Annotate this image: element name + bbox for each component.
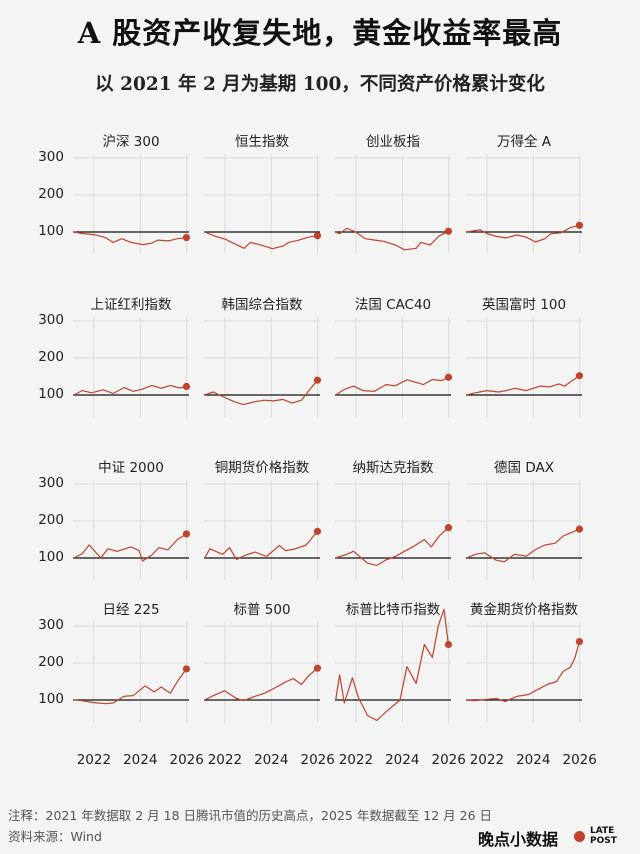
series-line xyxy=(466,641,580,703)
end-point xyxy=(182,665,191,673)
x-tick-label: 2024 xyxy=(385,752,420,768)
x-tick-label: 2026 xyxy=(431,752,466,768)
end-point xyxy=(444,640,453,649)
x-tick-label: 2022 xyxy=(207,752,243,768)
end-point xyxy=(182,233,191,242)
y-tick-label: 200 xyxy=(38,349,64,365)
panel-title: 上证红利指数 xyxy=(90,297,172,313)
y-tick-label: 300 xyxy=(38,312,64,328)
chart-title: A 股资产收复失地，黄金收益率最高 xyxy=(77,16,563,50)
series-line xyxy=(335,608,449,722)
series-line xyxy=(73,533,187,562)
brand-name: 晚点小数据 xyxy=(478,830,559,849)
panel-title: 日经 225 xyxy=(102,602,160,618)
y-tick-label: 100 xyxy=(38,691,64,707)
y-tick-label: 300 xyxy=(38,149,64,165)
y-tick-label: 300 xyxy=(38,475,64,491)
logo-dot-icon xyxy=(574,831,585,842)
series-line xyxy=(466,528,580,563)
x-tick-label: 2024 xyxy=(254,752,289,768)
panel-title: 中证 2000 xyxy=(98,460,164,476)
panel-title: 万得全 A xyxy=(496,134,552,150)
end-point xyxy=(575,525,584,533)
panel-title: 法国 CAC40 xyxy=(354,297,432,313)
panel-title: 标普比特币指数 xyxy=(345,602,441,618)
end-point xyxy=(444,373,453,381)
panel-title: 纳斯达克指数 xyxy=(352,460,434,476)
series-line xyxy=(73,231,187,246)
end-point xyxy=(313,376,322,384)
x-tick-label: 2024 xyxy=(516,752,551,768)
end-point xyxy=(575,637,584,646)
panel-title: 创业板指 xyxy=(366,134,420,150)
y-tick-label: 100 xyxy=(38,223,64,239)
logo-line1: LATE xyxy=(590,826,615,836)
panel-title: 黄金期货价格指数 xyxy=(470,602,578,618)
series-line xyxy=(73,668,187,705)
series-line xyxy=(204,231,318,250)
series-line xyxy=(335,227,449,251)
series-line xyxy=(466,375,580,396)
panel-title: 铜期货价格指数 xyxy=(214,460,310,476)
panel-title: 标普 500 xyxy=(233,602,291,618)
end-point xyxy=(313,664,322,672)
series-line xyxy=(73,384,187,396)
series-line xyxy=(335,527,449,567)
end-point xyxy=(575,221,584,229)
series-line xyxy=(335,376,449,396)
panel-title: 德国 DAX xyxy=(494,460,554,476)
end-point xyxy=(444,524,453,532)
series-line xyxy=(466,224,580,243)
x-tick-label: 2022 xyxy=(469,752,505,768)
x-tick-label: 2026 xyxy=(169,752,204,768)
panel-title: 韩国综合指数 xyxy=(221,297,303,313)
y-tick-label: 200 xyxy=(38,512,64,528)
end-point xyxy=(182,530,191,538)
end-point xyxy=(575,372,584,380)
x-tick-label: 2026 xyxy=(300,752,335,768)
y-tick-label: 100 xyxy=(38,386,64,402)
end-point xyxy=(313,232,322,240)
logo-text: LATE POST xyxy=(590,826,617,846)
source-note: 资料来源：Wind xyxy=(8,829,102,844)
panel-title: 恒生指数 xyxy=(235,134,289,150)
panel-title: 英国富时 100 xyxy=(481,297,567,313)
y-tick-label: 300 xyxy=(38,617,64,633)
logo-line2: POST xyxy=(590,836,617,846)
series-line xyxy=(204,667,318,702)
y-tick-label: 200 xyxy=(38,654,64,670)
series-line xyxy=(204,531,318,561)
x-tick-label: 2022 xyxy=(76,752,112,768)
series-line xyxy=(204,379,318,406)
panel-title: 沪深 300 xyxy=(102,134,160,150)
end-point xyxy=(313,527,322,535)
end-point xyxy=(444,227,453,235)
chart-subtitle: 以 2021 年 2 月为基期 100，不同资产价格累计变化 xyxy=(95,74,545,95)
footnote: 注释：2021 年数据取 2 月 18 日腾讯市值的历史高点，2025 年数据截… xyxy=(8,808,493,823)
end-point xyxy=(182,382,191,391)
y-tick-label: 100 xyxy=(38,549,64,565)
x-tick-label: 2024 xyxy=(123,752,158,768)
x-tick-label: 2022 xyxy=(338,752,374,768)
y-tick-label: 200 xyxy=(38,186,64,202)
x-tick-label: 2026 xyxy=(562,752,597,768)
latepost-logo-icon: LATE POST xyxy=(574,826,630,848)
